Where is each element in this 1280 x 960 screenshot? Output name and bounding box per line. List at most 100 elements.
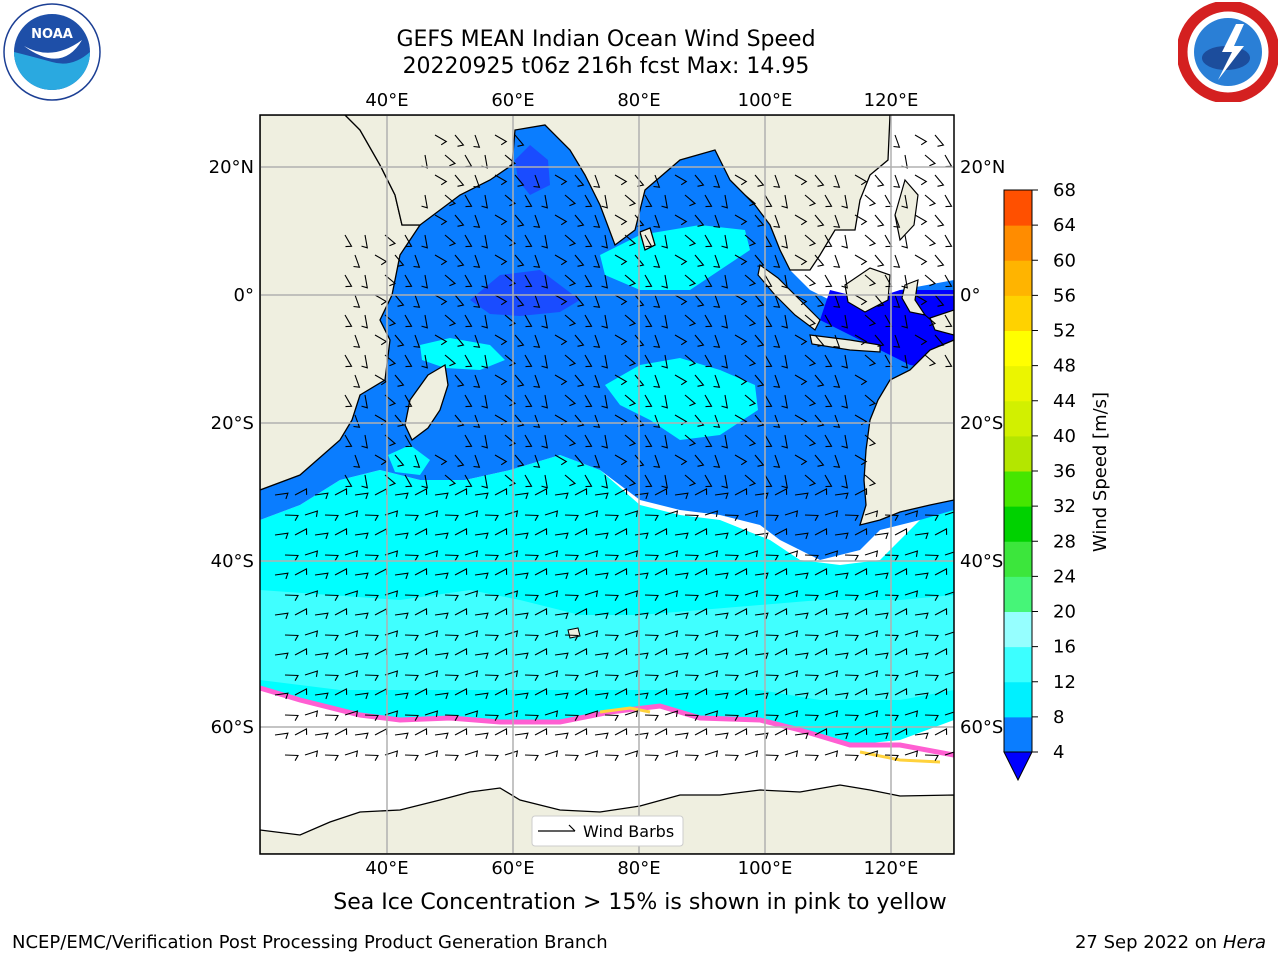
wind-barb xyxy=(414,487,428,496)
wind-barb xyxy=(724,634,739,641)
wind-barb xyxy=(773,174,781,188)
wind-barb xyxy=(361,434,368,449)
wind-barb xyxy=(434,134,448,146)
lon-tick-top: 100°E xyxy=(738,90,793,111)
wind-barb xyxy=(684,274,697,287)
lat-tick-right: 40°S xyxy=(960,551,1003,572)
wind-barb xyxy=(554,174,568,186)
wind-barb xyxy=(504,314,517,327)
wind-barb xyxy=(694,647,708,656)
wind-barb xyxy=(864,394,877,407)
wind-barb xyxy=(754,454,765,467)
wind-barb xyxy=(473,374,481,388)
wind-barb xyxy=(473,334,481,348)
wind-barb xyxy=(604,754,619,761)
wind-barb xyxy=(804,354,817,367)
map-frame xyxy=(259,114,955,855)
wind-barb xyxy=(814,647,828,656)
wind-barb xyxy=(574,214,585,227)
wind-barb xyxy=(614,334,628,346)
madagascar-east-patch xyxy=(420,338,505,370)
wind-barb xyxy=(914,732,929,740)
wind-barb xyxy=(784,750,799,757)
wind-barb xyxy=(644,634,659,641)
wind-barb xyxy=(884,554,899,561)
wind-barb xyxy=(584,474,593,488)
wind-barb xyxy=(794,214,808,226)
wind-barb xyxy=(524,754,539,761)
wind-barb xyxy=(394,374,405,387)
wind-barb xyxy=(721,314,728,329)
wind-barb xyxy=(484,714,499,721)
wind-barb xyxy=(584,274,593,288)
legend-label: Wind Barbs xyxy=(583,822,674,841)
wind-barb xyxy=(724,594,739,601)
wind-barb xyxy=(834,572,849,580)
wind-barb xyxy=(653,254,661,268)
wind-barb xyxy=(644,714,659,721)
wind-barb xyxy=(524,394,533,408)
wind-barb xyxy=(734,647,748,656)
wind-barb xyxy=(324,554,339,561)
lat-tick-left: 60°S xyxy=(211,717,254,738)
wind-barb xyxy=(644,434,653,448)
wind-barb xyxy=(684,634,699,641)
wind-barb xyxy=(784,550,799,557)
wind-barb xyxy=(773,454,781,468)
wind-barb xyxy=(804,194,817,207)
wind-barb xyxy=(721,474,728,489)
footer-date-text: 27 Sep 2022 on xyxy=(1074,932,1218,953)
wind-barb xyxy=(474,492,489,500)
wind-barb xyxy=(421,234,428,249)
wind-barb xyxy=(704,550,719,557)
wind-barb xyxy=(444,274,457,287)
wind-barb xyxy=(904,510,919,517)
wind-barb xyxy=(454,294,465,307)
wind-barb xyxy=(834,492,849,500)
wind-barb xyxy=(804,594,819,601)
colorbar xyxy=(1003,189,1033,782)
wind-barb xyxy=(661,394,668,409)
wind-barb xyxy=(524,514,539,521)
wind-barb xyxy=(593,374,601,388)
wind-barb xyxy=(764,314,773,328)
wind-barb xyxy=(541,354,548,369)
lon-tick-top: 60°E xyxy=(491,90,534,111)
wind-barb xyxy=(834,532,849,540)
wind-barb xyxy=(661,434,668,449)
wind-barb xyxy=(713,334,721,348)
colorbar-tick-label: 68 xyxy=(1053,180,1076,201)
wind-barb xyxy=(364,674,379,681)
wind-barb xyxy=(554,732,569,740)
wind-barb xyxy=(781,234,788,249)
wind-barb xyxy=(434,572,449,580)
wind-barb xyxy=(554,294,568,306)
wind-barb xyxy=(404,674,419,681)
wind-barb xyxy=(934,567,948,576)
wind-barb xyxy=(541,314,548,329)
wind-barb xyxy=(473,414,481,428)
wind-barb xyxy=(541,394,548,409)
wind-barb xyxy=(773,374,781,388)
wind-barb xyxy=(744,710,759,717)
wind-barb xyxy=(744,354,757,367)
wind-barb xyxy=(534,607,548,616)
wind-barb xyxy=(934,254,945,267)
wind-barb xyxy=(384,710,399,717)
wind-barb xyxy=(833,374,841,388)
wind-barb xyxy=(714,612,729,620)
wind-barb xyxy=(574,487,588,496)
wind-barb xyxy=(914,134,928,146)
wind-barb xyxy=(294,647,308,656)
wind-barb xyxy=(804,394,817,407)
wind-barb xyxy=(893,334,901,348)
wind-barb xyxy=(704,750,719,757)
wind-barb xyxy=(781,394,788,409)
wind-barb xyxy=(514,732,529,740)
wind-barb xyxy=(814,174,825,187)
wind-barb xyxy=(444,234,457,247)
wind-barb xyxy=(514,572,529,580)
wind-barb xyxy=(704,234,713,248)
wind-barb xyxy=(724,674,739,681)
wind-barb xyxy=(864,274,877,287)
